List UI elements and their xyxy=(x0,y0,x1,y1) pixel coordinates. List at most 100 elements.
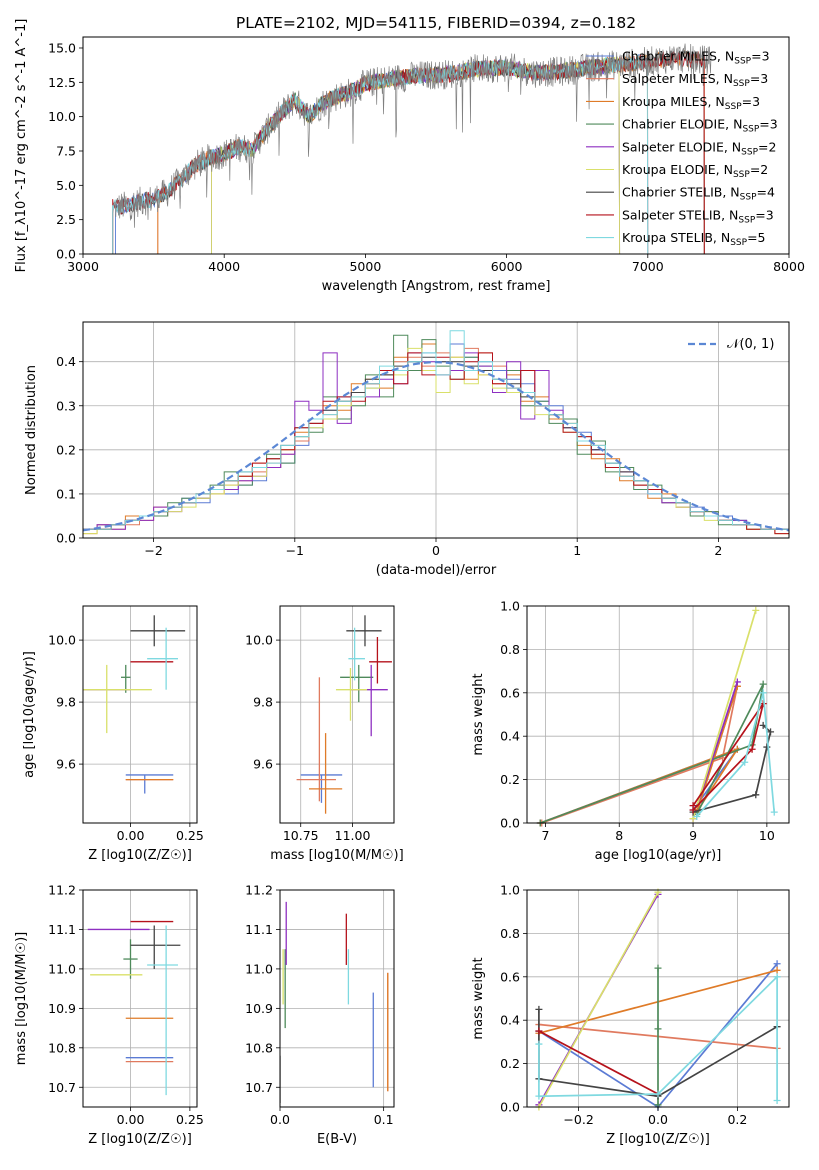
y-tick-label: 11.2 xyxy=(48,883,76,898)
x-tick-label: 0.1 xyxy=(374,1112,394,1127)
y-tick-label: 10.8 xyxy=(245,1040,273,1055)
x-tick-label: 6000 xyxy=(491,259,523,274)
y-tick-label: 10.8 xyxy=(48,1040,76,1055)
x-tick-label: 0.00 xyxy=(117,828,145,843)
weight-marker xyxy=(689,802,697,810)
x-tick-label: 0.2 xyxy=(727,1112,747,1127)
legend-entry: Chabrier STELIB, NSSP=4 xyxy=(622,185,775,203)
y-tick-label: 0.1 xyxy=(56,486,76,501)
error-bar xyxy=(130,925,181,969)
y-tick-label: 0.6 xyxy=(500,685,520,700)
model-spectrum xyxy=(112,53,649,254)
model-spectrum xyxy=(211,58,621,254)
data-spectrum xyxy=(113,43,712,228)
x-tick-label: 4000 xyxy=(208,259,240,274)
model-spectrum xyxy=(211,56,621,254)
x-tick-label: 0.0 xyxy=(648,1112,668,1127)
y-tick-label: 0.2 xyxy=(500,772,520,787)
panel-residuals: −2 −1 0 1 2 0.0 0.1 0.2 0.3 0.4 (data-model)/error… xyxy=(24,321,790,578)
axes-frame xyxy=(82,605,198,824)
legend-entry: Kroupa ELODIE, NSSP=2 xyxy=(622,162,768,180)
y-tick-label: 0.4 xyxy=(500,729,520,744)
panel-age-vs-Z: 0.00 0.25 9.6 9.8 10.0 Z [log10(Z/Z☉)] age [lo… xyxy=(22,605,204,863)
x-tick-label: 0 xyxy=(432,543,440,558)
panel-age-vs-mass: 10.75 11.00 9.6 9.8 10.0 mass [log10(M/M☉)] xyxy=(245,605,404,863)
error-bar xyxy=(147,627,178,690)
x-tick-label: 5000 xyxy=(349,259,381,274)
panel-spectrum: 3000 4000 5000 6000 7000 8000 0.0 2.5 5.0 7.5 10.0… xyxy=(14,19,805,294)
weight-series xyxy=(696,692,776,818)
weight-marker xyxy=(770,808,778,816)
x-tick-label: 7000 xyxy=(632,259,664,274)
weight-series xyxy=(540,686,740,824)
legend-entry: Chabrier MILES, NSSP=3 xyxy=(622,49,770,67)
y-tick-label: 0.8 xyxy=(500,642,520,657)
error-bar xyxy=(147,925,178,1096)
weight-marker xyxy=(773,1096,781,1104)
weight-marker xyxy=(767,728,775,736)
axes-frame xyxy=(526,889,790,1108)
x-axis-label: E(B-V) xyxy=(317,1132,357,1147)
weight-marker xyxy=(759,680,767,688)
weight-marker xyxy=(763,743,771,751)
weight-marker xyxy=(535,1005,543,1013)
legend-entry: Kroupa MILES, NSSP=3 xyxy=(622,94,760,112)
panel-mass-vs-EBV: 0.0 0.1 10.7 10.8 10.9 11.0 11.1 11.2 E(B-V) xyxy=(245,883,395,1147)
weight-marker xyxy=(693,812,701,820)
residual-histogram xyxy=(83,330,789,530)
error-bar xyxy=(130,615,186,647)
weight-series xyxy=(692,703,765,811)
x-tick-label: 10.75 xyxy=(283,828,319,843)
x-axis-label: age [log10(age/yr)] xyxy=(595,848,722,863)
y-tick-label: 11.0 xyxy=(48,961,76,976)
error-bar xyxy=(123,939,138,979)
weight-marker xyxy=(654,1090,662,1098)
axes-frame xyxy=(82,321,790,539)
legend-entry: Salpeter MILES, NSSP=3 xyxy=(622,71,768,89)
x-tick-label: 2 xyxy=(714,543,722,558)
axes-frame xyxy=(526,605,790,824)
y-axis-label: Normed distribution xyxy=(24,365,39,495)
weight-marker xyxy=(535,1027,543,1035)
weight-marker xyxy=(773,960,781,968)
weight-marker xyxy=(773,973,781,981)
y-tick-label: 10.9 xyxy=(245,1001,273,1016)
error-bar xyxy=(348,627,365,681)
axes-frame xyxy=(279,889,395,1108)
y-tick-label: 10.0 xyxy=(48,109,76,124)
plot-area xyxy=(536,606,778,827)
x-tick-label: −1 xyxy=(286,543,304,558)
plot-area xyxy=(82,330,790,535)
x-axis-label: wavelength [Angstrom, rest frame] xyxy=(322,279,551,294)
plot-area xyxy=(296,615,392,814)
error-bar xyxy=(83,664,152,734)
x-axis-label: Z [log10(Z/Z☉)] xyxy=(88,1132,192,1147)
y-tick-label: 0.4 xyxy=(500,1013,520,1028)
weight-marker xyxy=(535,1040,543,1048)
legend: Chabrier MILES, NSSP=3 Salpeter MILES, NS… xyxy=(586,49,778,248)
figure-title: PLATE=2102, MJD=54115, FIBERID=0394, z=0… xyxy=(236,14,636,32)
y-tick-label: 10.0 xyxy=(245,633,273,648)
x-tick-label: 3000 xyxy=(67,259,99,274)
weight-marker xyxy=(654,1025,662,1033)
y-axis-label: mass weight xyxy=(471,673,486,755)
weight-marker xyxy=(752,606,760,614)
error-bar xyxy=(125,774,174,794)
x-tick-label: 0.00 xyxy=(117,1112,145,1127)
y-axis-label: Flux [f_λ10^-17 erg cm^-2 s^-1 A^-1] xyxy=(14,19,29,273)
y-tick-label: 0.8 xyxy=(500,926,520,941)
y-tick-label: 7.5 xyxy=(56,143,76,158)
plot-area xyxy=(112,43,712,254)
axes-frame xyxy=(279,605,395,824)
y-tick-label: 0.0 xyxy=(56,531,76,546)
y-tick-label: 0.6 xyxy=(500,969,520,984)
y-tick-label: 10.7 xyxy=(48,1080,76,1095)
weight-marker xyxy=(759,689,767,697)
y-tick-label: 11.0 xyxy=(245,961,273,976)
y-tick-label: 15.0 xyxy=(48,40,76,55)
x-tick-label: −0.2 xyxy=(563,1112,593,1127)
error-bar xyxy=(296,677,336,802)
y-tick-label: 0.0 xyxy=(500,1100,520,1115)
y-tick-label: 0.0 xyxy=(56,247,76,262)
